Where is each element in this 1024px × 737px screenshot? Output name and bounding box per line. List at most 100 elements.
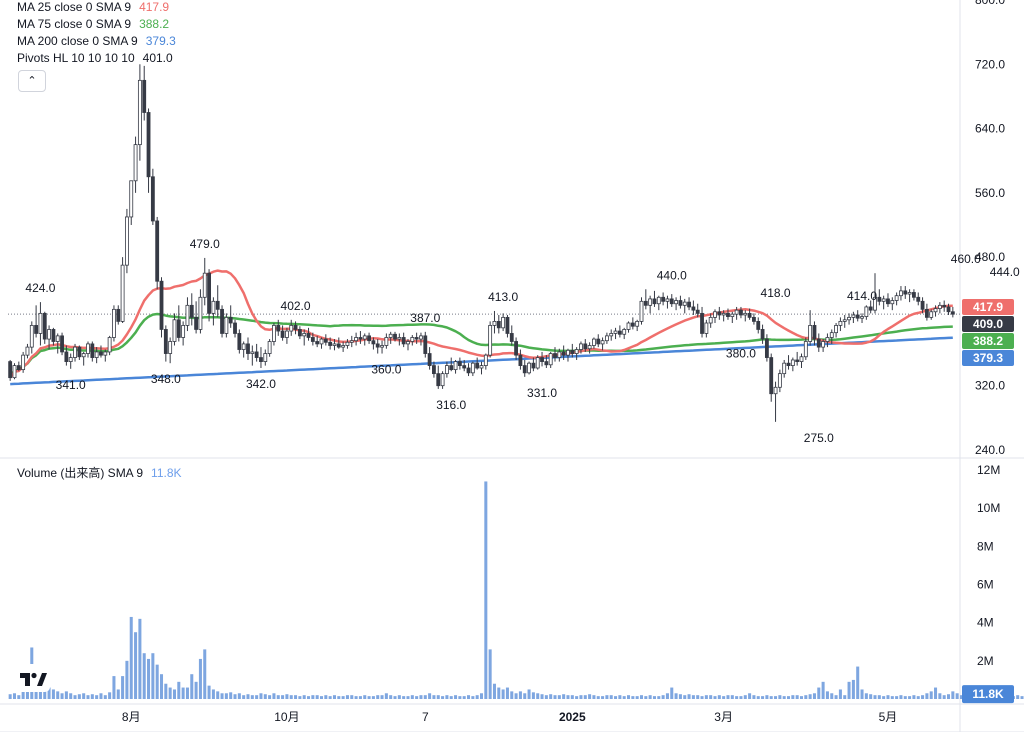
volume-bar (916, 696, 920, 699)
candle-body-up (172, 319, 177, 342)
time-tick-label: 2025 (559, 710, 586, 724)
candle-body-up (112, 308, 116, 338)
legend-ma75[interactable]: MA 75 close 0 SMA 9 388.2 (17, 16, 169, 33)
candle-body-down (99, 351, 103, 356)
volume-bar (787, 696, 791, 699)
candle-body-up (181, 325, 186, 338)
candle-body-down (747, 312, 752, 318)
candle-body-down (155, 220, 160, 282)
volume-bar (73, 695, 77, 699)
volume-bar (635, 696, 639, 699)
candle (427, 347, 432, 370)
candle-body-up (68, 357, 73, 362)
legend-ma25-value: 417.9 (139, 0, 170, 14)
volume-bar (315, 695, 319, 699)
candle (362, 333, 367, 346)
candle (626, 321, 631, 333)
price-axis[interactable]: 800.0720.0640.0560.0480.0400.0320.0240.0… (962, 0, 1014, 704)
candle (713, 309, 717, 324)
candle (423, 331, 428, 358)
volume-bar (467, 695, 471, 699)
candle (518, 349, 523, 370)
legend-ma25[interactable]: MA 25 close 0 SMA 9 417.9 (17, 0, 169, 16)
candle-body-down (297, 329, 302, 337)
candle (310, 332, 315, 346)
volume-bar (21, 689, 25, 699)
price-badge-label: 409.0 (973, 317, 1003, 331)
legend-volume[interactable]: Volume (出来高) SMA 9 11.8K (17, 465, 182, 482)
candle-body-down (496, 321, 501, 329)
volume-bar (648, 695, 652, 699)
volume-bar (216, 691, 220, 699)
volume-bar (912, 695, 916, 699)
volume-bar (1016, 695, 1020, 699)
volume-bar (112, 676, 116, 699)
volume-badge-bg (962, 685, 1014, 704)
price-tick-label: 640.0 (975, 122, 1005, 136)
candle-body-down (877, 296, 882, 302)
tradingview-logo-icon[interactable] (14, 664, 50, 692)
candle-body-up (470, 362, 475, 374)
pivot-label: 380.0 (726, 346, 756, 360)
candle (21, 351, 26, 373)
candle (907, 289, 912, 303)
volume-bar (237, 693, 241, 699)
candle (220, 305, 224, 338)
volume-bar (808, 694, 812, 699)
candle-body-down (669, 298, 674, 305)
candle-body-down (358, 337, 363, 340)
candle (708, 313, 713, 328)
volume-bar (298, 696, 302, 699)
chevron-up-icon[interactable]: ⌃ (18, 70, 46, 92)
pivot-label: 342.0 (246, 377, 276, 391)
candle-body-down (760, 329, 765, 340)
candle (319, 337, 324, 349)
volume-bar (778, 695, 782, 699)
volume-bar (601, 696, 605, 699)
volume-bar (415, 696, 419, 699)
volume-bar (268, 695, 272, 699)
candle-body-down (328, 341, 333, 346)
legend-pivots-label: Pivots HL 10 10 10 10 (17, 51, 135, 65)
volume-bar (134, 632, 138, 699)
volume-bar (830, 693, 834, 699)
candle-body-down (310, 337, 315, 342)
candle (475, 357, 480, 370)
volume-tick-label: 8M (977, 539, 994, 553)
volume-bar (609, 695, 613, 699)
candle (129, 180, 134, 225)
candle (453, 359, 458, 374)
price-badge-label: 388.2 (973, 334, 1003, 348)
volume-bar (363, 695, 367, 699)
candle (747, 308, 752, 320)
candle (527, 361, 531, 375)
candle-body-up (587, 345, 592, 350)
candle (410, 335, 415, 346)
pivot-label: 444.0 (990, 265, 1020, 279)
candle-body-down (924, 308, 929, 318)
volume-bar (505, 687, 509, 699)
volume-bar (890, 696, 894, 699)
candle-body-up (384, 337, 389, 346)
time-axis[interactable]: 8月10月720253月5月7月 (122, 710, 1024, 724)
time-tick-label: 5月 (879, 710, 898, 724)
candle-body-up (579, 343, 583, 350)
candle-body-up (332, 343, 337, 346)
candle-body-up (440, 373, 445, 387)
volume-bar (739, 696, 743, 699)
volume-bar (436, 695, 440, 699)
volume-bar (324, 695, 328, 699)
legend-pivots[interactable]: Pivots HL 10 10 10 10 401.0 (17, 50, 173, 67)
candle (116, 305, 121, 325)
candle (540, 351, 544, 367)
candle (665, 295, 670, 309)
volume-bar (441, 696, 445, 699)
volume-bar (51, 689, 55, 699)
candle-body-up (419, 335, 423, 340)
legend-ma200[interactable]: MA 200 close 0 SMA 9 379.3 (17, 33, 176, 50)
tradingview-logo-glyph (20, 672, 47, 686)
pivot-label: 440.0 (657, 268, 687, 282)
candle-body-up (782, 362, 787, 375)
candle (799, 353, 804, 369)
